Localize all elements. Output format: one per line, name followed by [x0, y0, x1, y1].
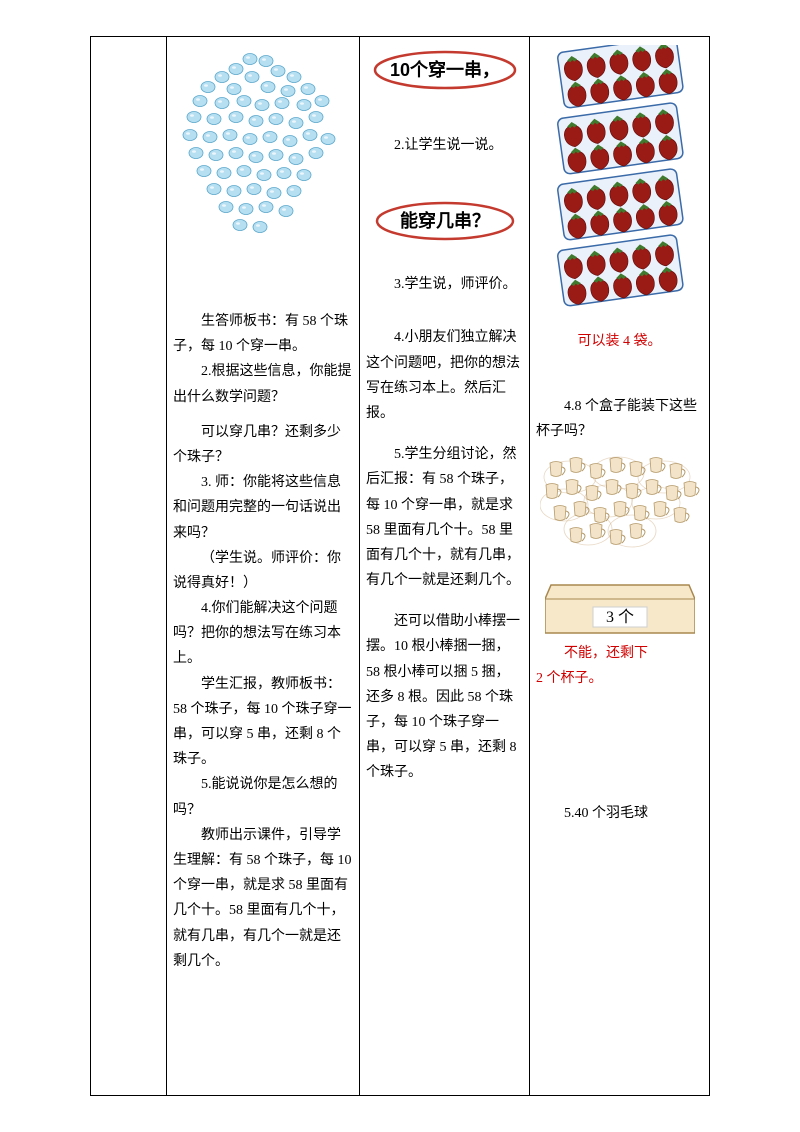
- c3-p2: 3.学生说，师评价。: [366, 272, 523, 297]
- bubble1-text: 10个穿一串，: [389, 59, 499, 80]
- answer-2b: 2 个杯子。: [536, 666, 703, 691]
- answer-1: 可以装 4 袋。: [536, 329, 703, 354]
- strawberry-packs: [545, 45, 695, 325]
- c3-p5: 还可以借助小棒摆一摆。10 根小棒捆一捆，58 根小棒可以捆 5 捆，还多 8 …: [366, 609, 523, 785]
- c3-p4: 5.学生分组讨论，然后汇报：有 58 个珠子，每 10 个穿一串，就是求 58 …: [366, 442, 523, 593]
- bubble2-text: 能穿几串？: [400, 210, 490, 231]
- box-illustration: 3 个: [545, 577, 695, 637]
- c2-p3: 可以穿几串？还剩多少个珠子？: [173, 420, 353, 470]
- c2-p2: 2.根据这些信息，你能提出什么数学问题？: [173, 359, 353, 409]
- c3-p1: 2.让学生说一说。: [366, 133, 523, 158]
- box-label: 3 个: [605, 608, 633, 626]
- q5: 5.40 个羽毛球: [536, 801, 703, 826]
- q4: 4.8 个盒子能装下这些杯子吗？: [536, 394, 703, 444]
- c2-p9: 教师出示课件，引导学生理解：有 58 个珠子，每 10 个穿一串，就是求 58 …: [173, 823, 353, 974]
- c3-p3: 4.小朋友们独立解决这个问题吧，把你的想法写在练习本上。然后汇报。: [366, 325, 523, 426]
- beads-illustration: [178, 47, 348, 307]
- column-4: 可以装 4 袋。 4.8 个盒子能装下这些杯子吗？ 3 个 不能，还剩下 2 个…: [530, 37, 710, 1096]
- c2-p5: （学生说。师评价：你说得真好！）: [173, 546, 353, 596]
- column-1-blank: [91, 37, 167, 1096]
- bubble-2: 能穿几串？: [370, 198, 520, 244]
- column-2: 生答师板书：有 58 个珠子，每 10 个穿一串。 2.根据这些信息，你能提出什…: [167, 37, 360, 1096]
- c2-p8: 5.能说说你是怎么想的吗？: [173, 772, 353, 822]
- c2-p7: 学生汇报，教师板书：58 个珠子，每 10 个珠子穿一串，可以穿 5 串，还剩 …: [173, 672, 353, 773]
- c2-p4: 3. 师：你能将这些信息和问题用完整的一句话说出来吗？: [173, 470, 353, 546]
- cups-illustration: [540, 451, 700, 571]
- column-3: 10个穿一串， 2.让学生说一说。 能穿几串？ 3.学生说，师评价。 4.小朋友…: [360, 37, 530, 1096]
- c2-p1: 生答师板书：有 58 个珠子，每 10 个穿一串。: [173, 309, 353, 359]
- c2-p6: 4.你们能解决这个问题吗？把你的想法写在练习本上。: [173, 596, 353, 672]
- answer-2a: 不能，还剩下: [536, 641, 703, 666]
- bubble-1: 10个穿一串，: [370, 47, 520, 93]
